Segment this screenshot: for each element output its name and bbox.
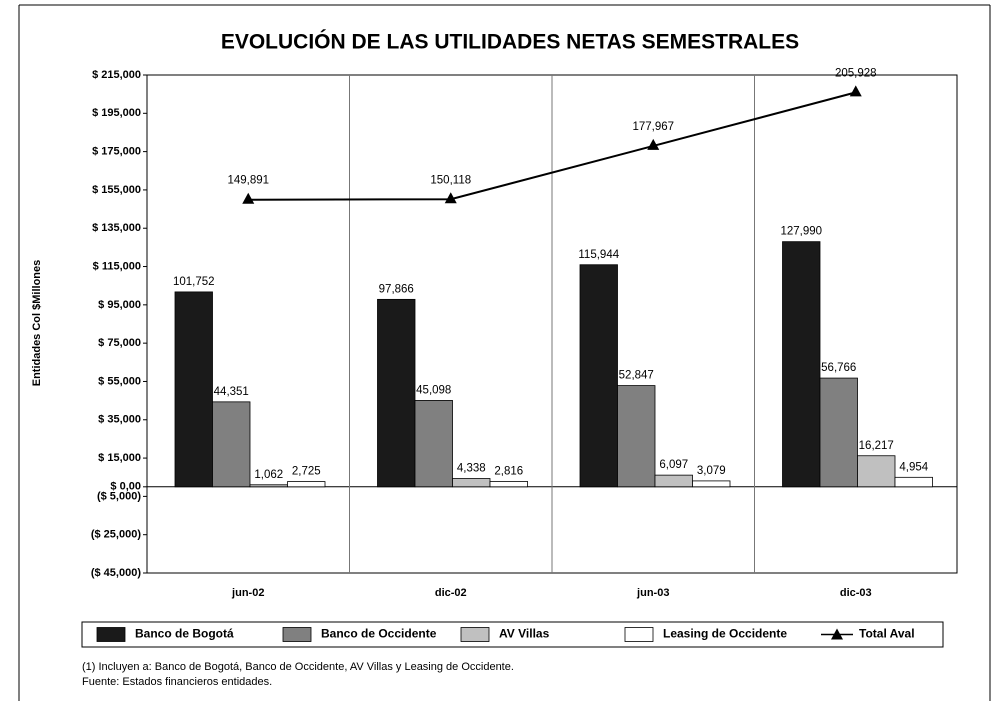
y-tick-label: ($ 25,000) [91,529,141,541]
y-tick-label: $ 0,00 [110,481,141,493]
y-tick-label: $ 195,000 [92,107,141,119]
bar [579,264,618,488]
data-label: 52,847 [619,370,654,382]
bar [414,400,453,488]
legend-box [81,621,944,648]
x-tick-label: dic-03 [840,587,872,599]
legend-label: Banco de Bogotá [135,627,234,641]
data-label: 4,954 [899,461,928,473]
data-label: 2,816 [494,465,523,477]
x-tick-label: jun-02 [231,587,264,599]
data-label: 45,098 [416,384,451,396]
x-tick-label: dic-02 [435,587,467,599]
y-axis-label: Entidades Col $Millones [31,260,43,387]
data-label: 101,752 [173,276,215,288]
legend-marker [831,628,843,640]
data-label: 44,351 [214,386,249,398]
bar [857,455,896,488]
legend-label: Banco de Occidente [321,627,437,641]
bar [452,478,491,488]
bar [212,401,251,488]
bar [174,291,213,488]
x-tick-label: jun-03 [636,587,669,599]
y-tick-label: $ 155,000 [92,184,141,196]
line-marker [242,192,255,204]
legend-swatch [624,627,654,642]
legend-label: Leasing de Occidente [663,627,787,641]
line-marker [647,138,660,150]
bar [617,385,656,488]
data-label: 205,928 [835,67,877,79]
legend-swatch [96,627,126,642]
data-label: 177,967 [632,121,674,133]
data-label: 4,338 [457,463,486,475]
legend-label: AV Villas [499,627,550,641]
line-marker [444,192,457,204]
bar [692,480,731,488]
data-label: 56,766 [821,362,856,374]
chart-title: EVOLUCIÓN DE LAS UTILIDADES NETAS SEMEST… [221,30,799,54]
y-tick-label: $ 35,000 [98,414,141,426]
bar [489,481,528,488]
footnote: (1) Incluyen a: Banco de Bogotá, Banco d… [82,661,514,673]
legend-swatch [460,627,490,642]
y-tick-label: $ 135,000 [92,222,141,234]
data-label: 2,725 [292,466,321,478]
bar [894,476,933,488]
y-tick-label: $ 215,000 [92,69,141,81]
bar [249,484,288,488]
y-tick-label: $ 115,000 [93,260,141,272]
y-tick-label: $ 175,000 [92,146,141,158]
data-label: 97,866 [379,283,414,295]
footnote: Fuente: Estados financieros entidades. [82,676,272,688]
data-label: 1,062 [254,469,283,481]
bar [654,474,693,488]
data-label: 3,079 [697,465,726,477]
y-tick-label: $ 75,000 [98,337,141,349]
bar [819,377,858,488]
y-tick-label: ($ 45,000) [91,567,141,579]
data-label: 127,990 [780,226,822,238]
y-tick-label: ($ 5,000) [97,490,141,502]
line [248,91,857,201]
bar [377,298,416,488]
y-tick-label: $ 95,000 [98,299,141,311]
data-label: 6,097 [659,459,688,471]
bar [287,481,326,488]
legend-label: Total Aval [859,627,915,641]
data-label: 150,118 [430,174,471,186]
line-marker [849,85,862,97]
y-tick-label: $ 55,000 [98,375,141,387]
data-label: 115,944 [578,249,619,261]
legend-swatch [282,627,312,642]
bar [782,241,821,488]
data-label: 149,891 [227,175,269,187]
data-label: 16,217 [859,440,894,452]
y-tick-label: $ 15,000 [98,452,141,464]
